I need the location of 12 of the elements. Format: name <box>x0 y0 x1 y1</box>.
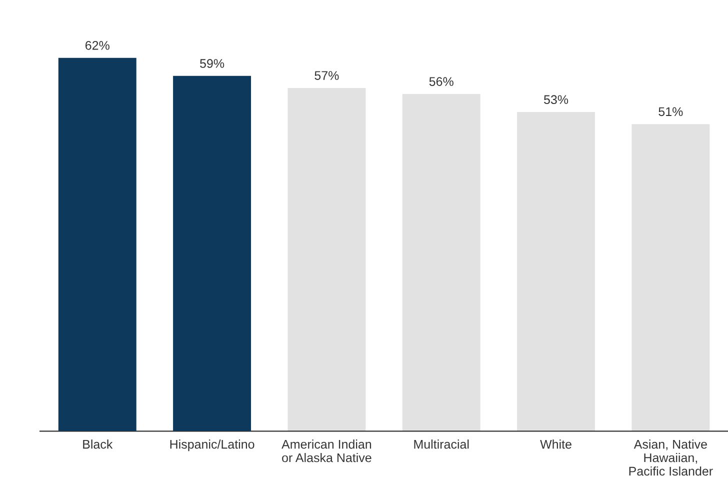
x-tick-label: Black <box>83 440 113 449</box>
x-tick-label: Multiracial <box>414 440 469 449</box>
x-tick-label: White <box>540 440 572 449</box>
data-label: 53% <box>544 95 568 104</box>
data-label: 62% <box>85 40 110 50</box>
x-tick-label: Hispanic/Latino <box>170 440 254 452</box>
x-tick-label: Asian, Native Hawaiian, Pacific Islander <box>629 440 713 476</box>
x-tick-label: American Indian or Alaska Native <box>282 440 372 462</box>
data-label: 59% <box>200 59 224 68</box>
data-label: 56% <box>429 77 454 86</box>
data-label: 57% <box>314 71 339 80</box>
data-label: 51% <box>658 107 683 116</box>
